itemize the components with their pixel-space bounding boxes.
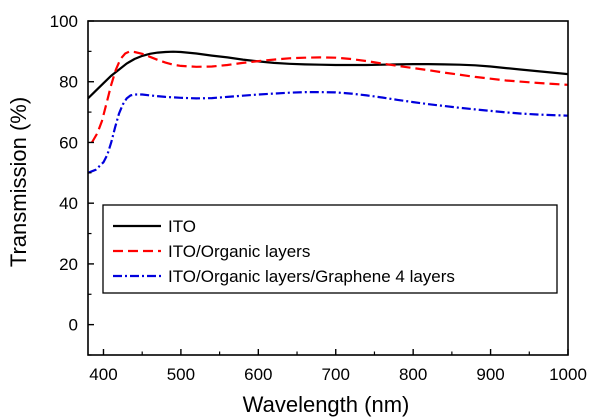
plot-frame xyxy=(87,20,569,356)
legend: ITO ITO/Organic layers ITO/Organic layers/… xyxy=(102,204,558,294)
x-tick-label: 700 xyxy=(322,365,350,384)
x-tick-label: 600 xyxy=(244,365,272,384)
series-lines xyxy=(88,50,568,174)
y-tick-label: 20 xyxy=(59,255,78,274)
y-tick-label: 0 xyxy=(69,316,78,335)
y-tick-label: 40 xyxy=(59,194,78,213)
legend-label-2: ITO/Organic layers/Graphene 4 layers xyxy=(168,267,455,286)
series-line-2 xyxy=(88,91,568,174)
y-tick-label: 100 xyxy=(50,12,78,31)
y-axis-title: Transmission (%) xyxy=(6,97,31,267)
x-tick-label: 500 xyxy=(167,365,195,384)
x-tick-label: 800 xyxy=(399,365,427,384)
y-tick-label: 80 xyxy=(59,73,78,92)
x-tick-label: 900 xyxy=(476,365,504,384)
y-tick-label: 60 xyxy=(59,133,78,152)
x-tick-label: 1000 xyxy=(549,365,587,384)
legend-label-1: ITO/Organic layers xyxy=(168,242,310,261)
legend-box xyxy=(102,204,558,294)
x-tick-label: 400 xyxy=(89,365,117,384)
series-line-1 xyxy=(90,50,568,144)
axes-frame xyxy=(87,20,569,356)
legend-label-0: ITO xyxy=(168,217,196,236)
x-axis-title: Wavelength (nm) xyxy=(243,392,410,417)
axis-ticks: 400 500 600 700 800 900 1000 0 20 40 60 80 100 xyxy=(50,12,587,384)
series-line-0 xyxy=(88,50,568,100)
